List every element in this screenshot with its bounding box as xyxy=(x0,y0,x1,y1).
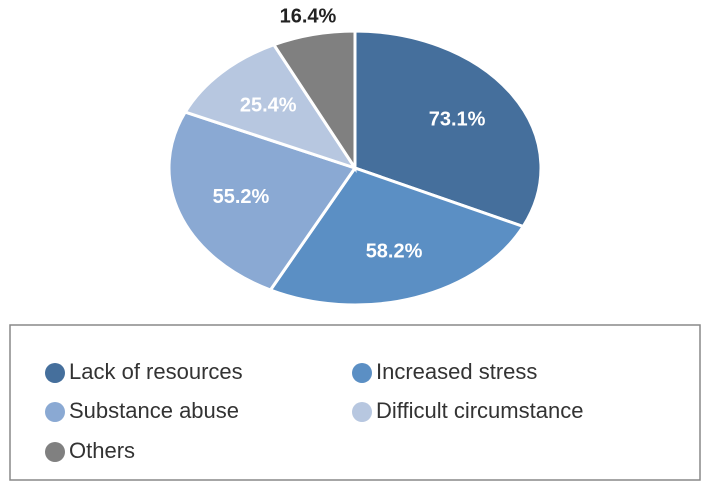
legend-marker xyxy=(352,402,372,422)
legend-label: Lack of resources xyxy=(69,359,243,384)
pie-slice xyxy=(268,166,526,307)
pie-slice xyxy=(182,42,359,171)
legend-marker xyxy=(45,402,65,422)
legend-box xyxy=(9,324,701,481)
value-label: 16.4% xyxy=(280,5,337,27)
legend-label: Increased stress xyxy=(376,359,537,384)
pie-slice xyxy=(167,110,358,292)
legend-label: Difficult circumstance xyxy=(376,398,583,423)
value-label: 73.1% xyxy=(429,109,486,131)
legend-marker xyxy=(352,363,372,383)
legend-marker xyxy=(45,442,65,462)
value-label: 58.2% xyxy=(366,241,423,263)
legend-label: Substance abuse xyxy=(69,398,239,423)
value-label: 55.2% xyxy=(213,186,270,208)
value-label: 25.4% xyxy=(240,94,297,116)
legend-label: Others xyxy=(69,438,135,463)
legend-marker xyxy=(45,363,65,383)
pie-slice xyxy=(353,29,543,229)
pie-slice xyxy=(271,29,357,174)
